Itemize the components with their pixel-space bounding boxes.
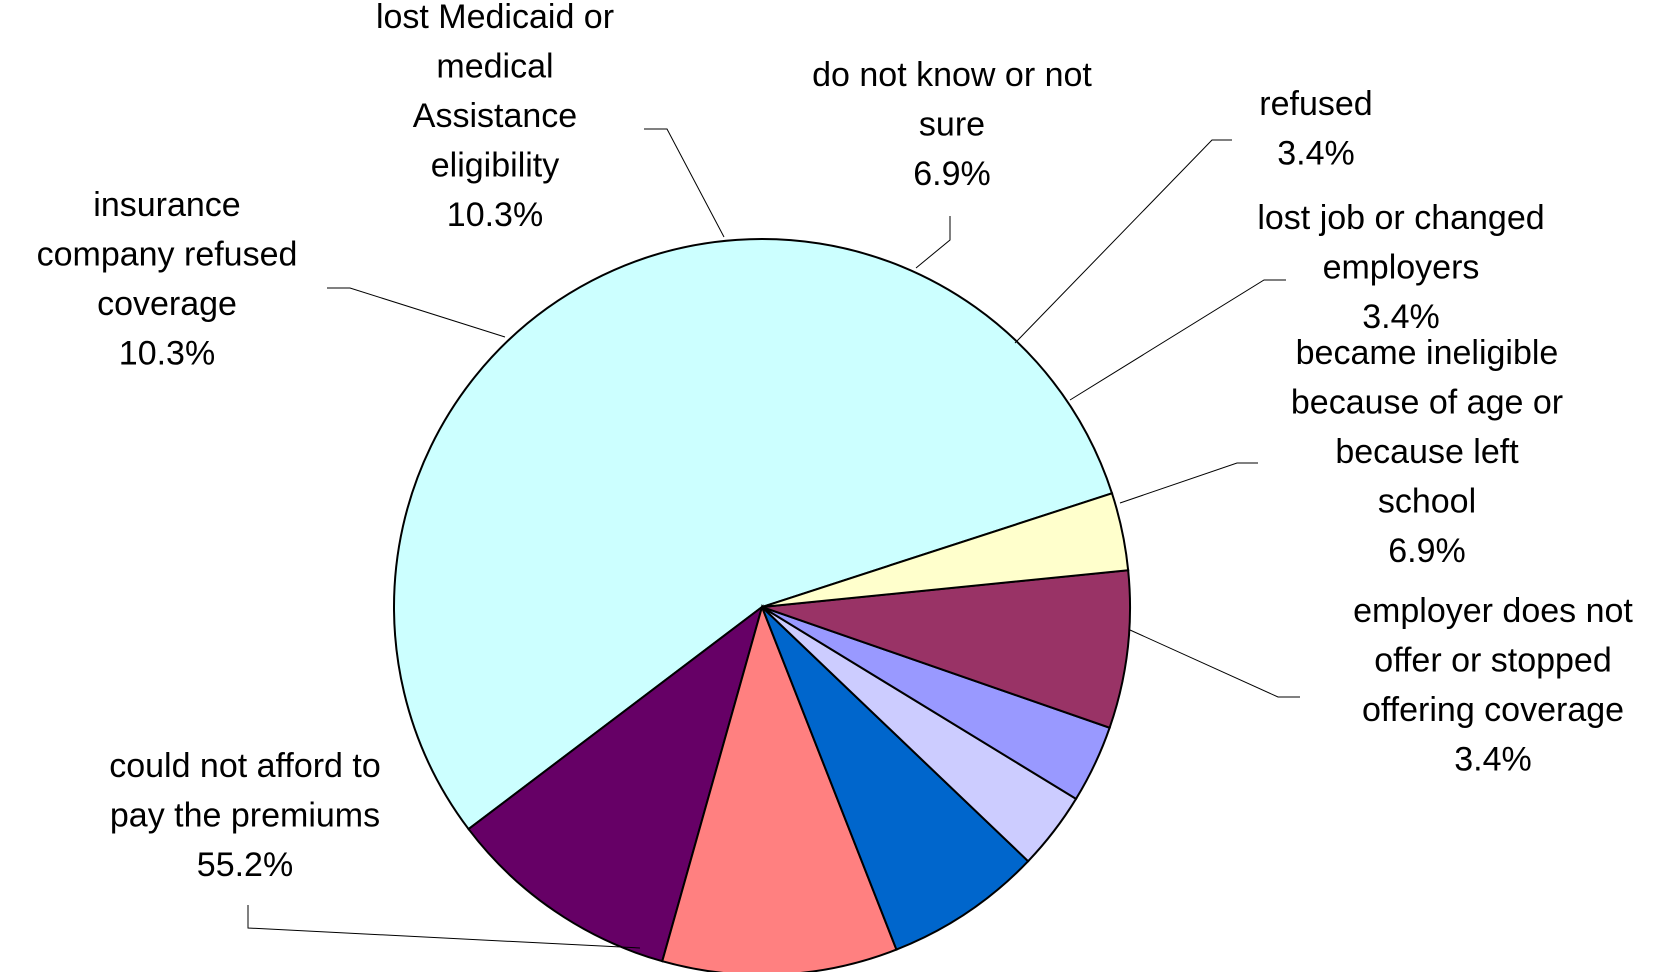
slice-label-0: could not afford to pay the premiums 55.2% <box>109 747 381 884</box>
slice-value-2: 10.3% <box>447 196 543 234</box>
slice-name-1: insurance company refused coverage <box>37 186 298 323</box>
slice-name-4: refused <box>1259 85 1372 123</box>
leader-line-0 <box>247 905 641 949</box>
pie-slice-6 <box>761 569 1131 730</box>
pie-slice-0 <box>393 238 1114 831</box>
leader-line-3 <box>915 216 951 269</box>
slice-name-5: lost job or changed employers <box>1257 199 1544 287</box>
leader-line-5 <box>1069 279 1286 401</box>
leader-line-2 <box>644 128 725 238</box>
slice-value-3: 6.9% <box>913 155 991 193</box>
slice-value-7: 3.4% <box>1454 741 1532 779</box>
leader-line-7 <box>1129 629 1300 698</box>
slice-value-1: 10.3% <box>119 335 215 373</box>
slice-label-4: refused 3.4% <box>1259 85 1372 173</box>
slice-label-5: lost job or changed employers 3.4% <box>1257 199 1544 336</box>
slice-label-3: do not know or not sure 6.9% <box>812 56 1092 193</box>
pie-slice-2 <box>661 603 898 972</box>
slice-value-4: 3.4% <box>1277 135 1355 173</box>
slice-name-0: could not afford to pay the premiums <box>109 747 381 835</box>
slice-name-3: do not know or not sure <box>812 56 1092 144</box>
slice-value-0: 55.2% <box>197 846 293 884</box>
slice-value-6: 6.9% <box>1388 532 1466 570</box>
slice-label-1: insurance company refused coverage 10.3% <box>37 186 298 373</box>
pie-slices <box>393 238 1131 972</box>
leader-lines <box>247 128 1300 949</box>
slice-name-2: lost Medicaid or medical Assistance eligibi… <box>376 0 614 185</box>
pie-slice-7 <box>761 492 1130 608</box>
slice-labels: could not afford to pay the premiums 55.2%… <box>37 0 1634 884</box>
slice-name-7: employer does not offer or stopped offerin… <box>1353 592 1633 729</box>
slice-label-7: employer does not offer or stopped offerin… <box>1353 592 1633 779</box>
leader-line-1 <box>327 287 506 338</box>
slice-name-6: became ineligible because of age or becaus… <box>1291 334 1563 521</box>
pie-slice-3 <box>761 606 1030 951</box>
pie-slice-1 <box>467 604 764 963</box>
leader-line-4 <box>1014 139 1232 344</box>
leader-line-6 <box>1119 462 1258 504</box>
slice-label-2: lost Medicaid or medical Assistance eligibi… <box>376 0 614 234</box>
slice-value-5: 3.4% <box>1362 298 1440 336</box>
slice-label-6: became ineligible because of age or becaus… <box>1291 334 1563 570</box>
